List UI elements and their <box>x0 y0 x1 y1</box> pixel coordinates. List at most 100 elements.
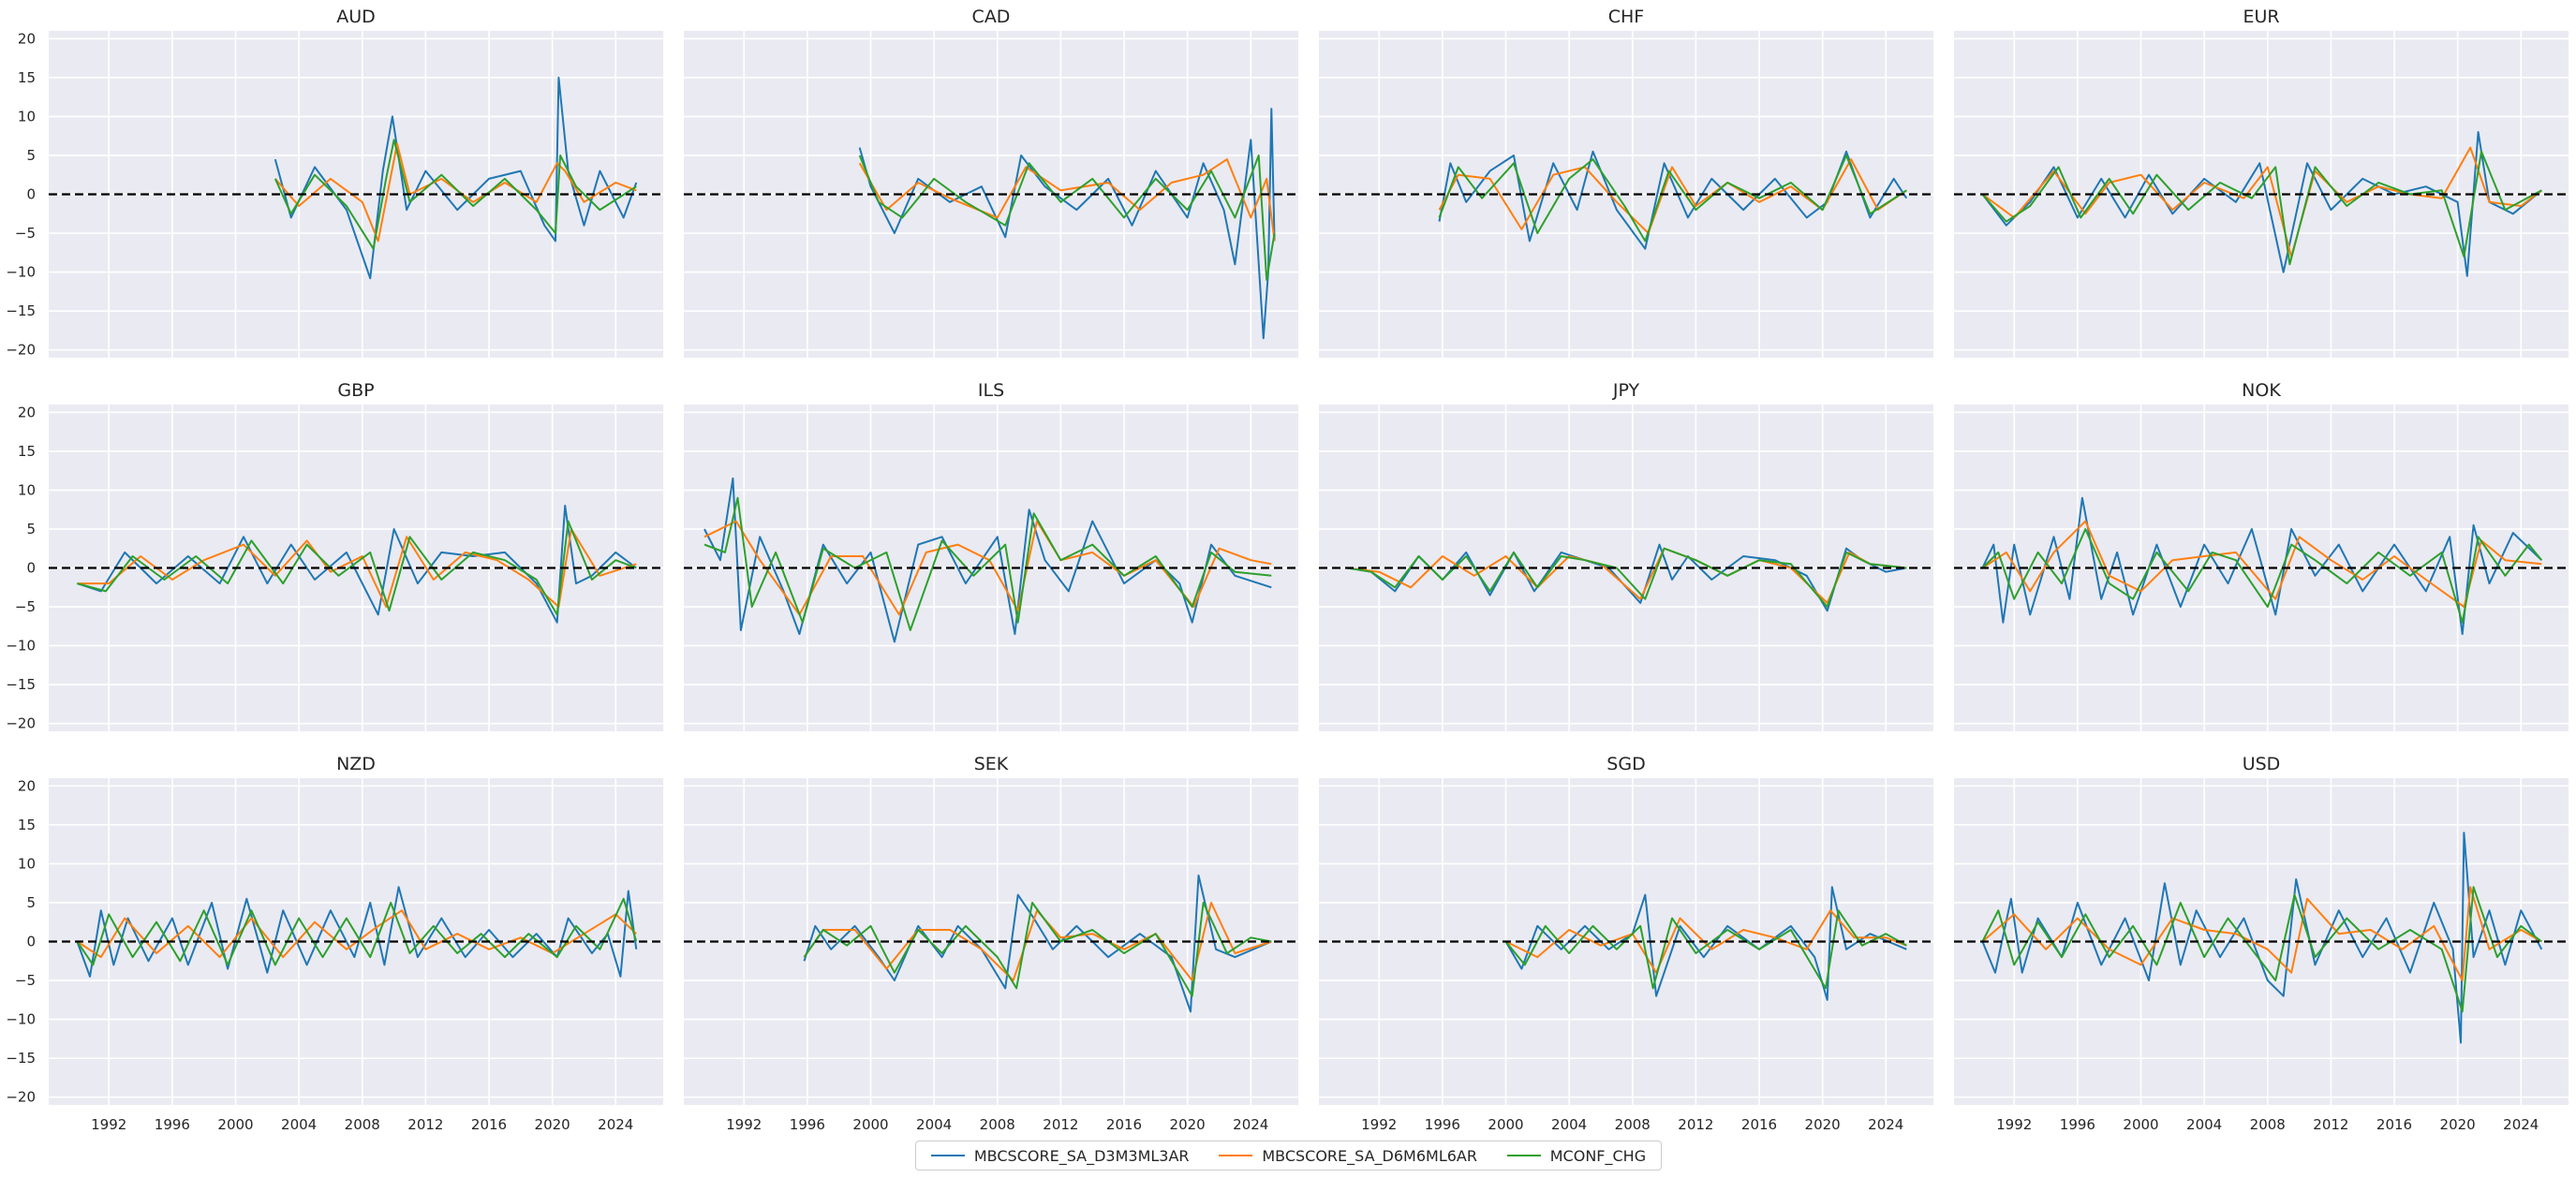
series-line-mconf_chg <box>1504 909 1907 990</box>
x-tick-label: 2008 <box>980 1116 1015 1133</box>
legend-item-3: MCONF_CHG <box>1506 1146 1647 1165</box>
y-tick-label: 0 <box>26 186 36 203</box>
panel-sek: SEK 1992 1996 2000 2004 2008 2012 2016 2020 2024 <box>684 754 1298 1133</box>
x-tick-label: 2016 <box>1741 1116 1777 1133</box>
y-tick-label: 0 <box>26 934 36 950</box>
series-line-mbcscore_sa_d6m6ml6ar <box>77 528 637 608</box>
x-tick-label: 1992 <box>1361 1116 1397 1133</box>
panel-nok: NOK <box>1954 380 2569 731</box>
x-tick-label: 1992 <box>91 1116 126 1133</box>
y-tick-label: 20 <box>18 777 36 794</box>
x-tick-label: 2024 <box>2503 1116 2539 1133</box>
panel-chf: CHF <box>1319 7 1933 358</box>
legend-label-2: MBCSCORE_SA_D6M6ML6AR <box>1262 1146 1477 1165</box>
legend-swatch-3 <box>1506 1155 1541 1156</box>
x-tick-label: 2020 <box>2440 1116 2476 1133</box>
x-tick-label: 2016 <box>471 1116 507 1133</box>
x-tick-label: 1996 <box>155 1116 190 1133</box>
y-tick-label: 10 <box>18 108 36 125</box>
x-tick-label: 2020 <box>535 1116 570 1133</box>
y-tick-label: 0 <box>26 560 36 577</box>
panel-title: NZD <box>336 754 376 774</box>
series-line-mbcscore_sa_d3m3ml3ar <box>703 477 1272 643</box>
x-tick-label: 2008 <box>2250 1116 2286 1133</box>
series-group <box>76 886 638 978</box>
y-tick-label: −15 <box>6 1050 36 1067</box>
x-tick-label: 1996 <box>790 1116 825 1133</box>
series-line-mbcscore_sa_d6m6ml6ar <box>1981 520 2542 608</box>
x-tick-label: 2012 <box>1678 1116 1713 1133</box>
x-tick-label: 2000 <box>2123 1116 2158 1133</box>
x-tick-label: 2012 <box>1043 1116 1078 1133</box>
series-line-mbcscore_sa_d3m3ml3ar <box>803 874 1272 1013</box>
legend-item-2: MBCSCORE_SA_D6M6ML6AR <box>1219 1147 1477 1165</box>
x-tick-label: 2000 <box>852 1116 888 1133</box>
y-tick-label: 10 <box>18 855 36 872</box>
panel-title: GBP <box>337 380 374 401</box>
x-tick-label: 2012 <box>407 1116 443 1133</box>
x-tick-label: 2024 <box>1868 1116 1903 1133</box>
series-group <box>703 477 1272 643</box>
series-line-mbcscore_sa_d6m6ml6ar <box>1981 146 2542 258</box>
series-line-mconf_chg <box>1981 528 2543 624</box>
y-tick-label: −20 <box>6 715 36 732</box>
x-tick-label: 2004 <box>916 1116 952 1133</box>
series-line-mconf_chg <box>858 155 1276 281</box>
y-tick-label: −10 <box>6 264 36 281</box>
panel-cad: CAD <box>684 7 1298 358</box>
x-tick-label: 2004 <box>2186 1116 2222 1133</box>
x-tick-label: 2016 <box>1106 1116 1142 1133</box>
panel-title: SEK <box>974 754 1009 774</box>
series-line-mbcscore_sa_d6m6ml6ar <box>1438 158 1907 234</box>
y-tick-label: −15 <box>6 302 36 319</box>
panel-nzd: NZD 20 15 10 5 0 −5 −10 −15 −20 1992 1996 2000 2004 20… <box>6 754 663 1133</box>
series-line-mbcscore_sa_d6m6ml6ar <box>1505 909 1907 974</box>
panel-title: USD <box>2243 754 2281 774</box>
x-tick-label: 2004 <box>281 1116 317 1133</box>
series-line-mconf_chg <box>703 496 1272 631</box>
y-tick-label: −5 <box>15 225 36 242</box>
x-tick-label: 2008 <box>345 1116 380 1133</box>
x-tick-label: 1996 <box>2060 1116 2095 1133</box>
series-group <box>1438 150 1908 250</box>
y-tick-label: 15 <box>18 443 36 460</box>
series-line-mconf_chg <box>76 897 638 966</box>
x-tick-label: 2004 <box>1551 1116 1587 1133</box>
legend-label-3: MCONF_CHG <box>1549 1146 1647 1165</box>
panel-title: CAD <box>972 7 1011 27</box>
series-line-mbcscore_sa_d3m3ml3ar <box>1981 131 2542 277</box>
series-line-mconf_chg <box>1438 155 1907 243</box>
panel-title: AUD <box>336 7 376 27</box>
series-line-mbcscore_sa_d3m3ml3ar <box>1981 832 2543 1044</box>
series-line-mconf_chg <box>803 902 1272 997</box>
y-tick-label: −20 <box>6 342 36 359</box>
x-tick-label: 2024 <box>598 1116 633 1133</box>
x-tick-label: 1992 <box>726 1116 762 1133</box>
x-tick-label: 2008 <box>1615 1116 1651 1133</box>
panel-ils: ILS <box>684 380 1298 731</box>
y-tick-label: −15 <box>6 676 36 693</box>
x-tick-label: 2000 <box>217 1116 253 1133</box>
x-tick-label: 1992 <box>1996 1116 2032 1133</box>
x-tick-label: 2020 <box>1170 1116 1206 1133</box>
x-tick-label: 2016 <box>2376 1116 2412 1133</box>
panel-title: EUR <box>2243 7 2279 27</box>
panel-title: SGD <box>1606 754 1645 774</box>
series-line-mconf_chg <box>1981 150 2542 266</box>
series-line-mbcscore_sa_d6m6ml6ar <box>1981 886 2542 981</box>
panel-title: JPY <box>1612 380 1640 401</box>
series-line-mbcscore_sa_d3m3ml3ar <box>77 505 637 624</box>
legend-item-1: MBCSCORE_SA_D3M3ML3AR <box>930 1147 1190 1165</box>
y-tick-label: 15 <box>18 69 36 86</box>
y-tick-label: 10 <box>18 481 36 498</box>
y-tick-label: −5 <box>15 972 36 989</box>
series-line-mconf_chg <box>1981 886 2542 1013</box>
panel-title: NOK <box>2242 380 2281 401</box>
y-tick-label: 5 <box>26 894 36 911</box>
series-group <box>1981 131 2542 277</box>
panel-eur: EUR <box>1954 7 2569 358</box>
y-tick-label: 5 <box>26 521 36 537</box>
panel-aud: AUD 20 15 10 5 0 −5 −10 −15 −20 <box>6 7 663 359</box>
series-group <box>858 108 1276 340</box>
